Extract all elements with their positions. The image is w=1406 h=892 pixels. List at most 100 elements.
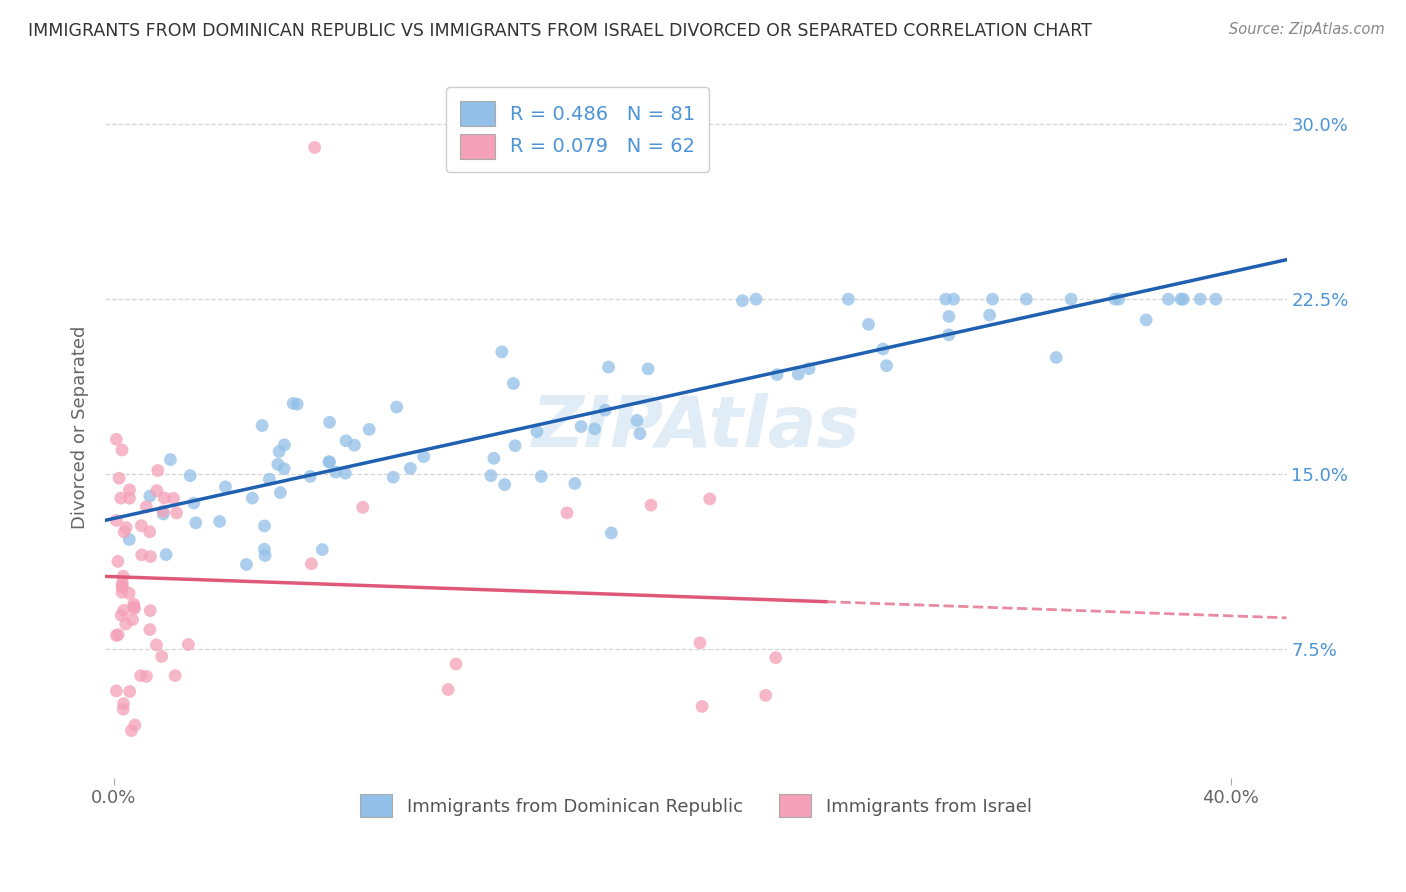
Point xyxy=(765,650,787,665)
Point xyxy=(253,542,276,557)
Point xyxy=(755,689,778,703)
Point xyxy=(110,608,132,623)
Text: ZIPAtlas: ZIPAtlas xyxy=(531,393,860,462)
Point xyxy=(858,318,880,332)
Point xyxy=(146,463,169,477)
Point xyxy=(108,471,131,485)
Point xyxy=(502,376,524,391)
Point xyxy=(269,485,291,500)
Point xyxy=(311,542,333,557)
Point xyxy=(872,342,894,356)
Point xyxy=(139,549,162,564)
Point xyxy=(153,491,176,505)
Point xyxy=(569,419,592,434)
Point xyxy=(112,569,135,583)
Point xyxy=(981,292,1004,306)
Point xyxy=(273,438,295,452)
Point xyxy=(318,455,340,469)
Point xyxy=(444,657,467,671)
Point xyxy=(112,697,135,711)
Point xyxy=(184,516,207,530)
Point xyxy=(152,507,174,521)
Point xyxy=(135,500,157,514)
Point xyxy=(352,500,374,515)
Point xyxy=(110,491,132,505)
Point xyxy=(335,467,357,481)
Point xyxy=(1173,292,1195,306)
Point xyxy=(1015,292,1038,306)
Point xyxy=(1189,292,1212,306)
Point xyxy=(1108,292,1130,306)
Point xyxy=(107,554,129,568)
Point xyxy=(120,723,142,738)
Point xyxy=(503,439,526,453)
Point xyxy=(343,438,366,452)
Point xyxy=(121,613,143,627)
Point xyxy=(107,628,129,642)
Point xyxy=(1104,292,1126,306)
Point xyxy=(105,513,128,527)
Point xyxy=(325,465,347,479)
Point xyxy=(131,518,153,533)
Point xyxy=(240,491,263,505)
Point xyxy=(699,491,721,506)
Point xyxy=(118,491,141,506)
Point xyxy=(304,140,326,154)
Point xyxy=(105,684,128,698)
Point xyxy=(250,418,273,433)
Point xyxy=(787,367,810,381)
Point xyxy=(479,468,502,483)
Point xyxy=(494,477,516,491)
Point xyxy=(253,519,276,533)
Point xyxy=(112,603,135,617)
Point xyxy=(122,597,145,611)
Point xyxy=(111,575,134,590)
Point xyxy=(165,668,187,682)
Point xyxy=(179,468,201,483)
Point xyxy=(1045,351,1067,365)
Point xyxy=(159,452,181,467)
Point xyxy=(177,638,200,652)
Point xyxy=(1170,292,1192,306)
Point xyxy=(938,310,960,324)
Point xyxy=(555,506,578,520)
Point xyxy=(526,425,548,439)
Point xyxy=(942,292,965,306)
Point xyxy=(235,558,257,572)
Point xyxy=(155,548,177,562)
Text: IMMIGRANTS FROM DOMINICAN REPUBLIC VS IMMIGRANTS FROM ISRAEL DIVORCED OR SEPARAT: IMMIGRANTS FROM DOMINICAN REPUBLIC VS IM… xyxy=(28,22,1092,40)
Point xyxy=(214,480,236,494)
Point xyxy=(399,461,422,475)
Point xyxy=(299,557,322,571)
Legend: Immigrants from Dominican Republic, Immigrants from Israel: Immigrants from Dominican Republic, Immi… xyxy=(353,787,1039,824)
Point xyxy=(269,444,291,458)
Point xyxy=(111,580,134,594)
Point xyxy=(112,524,135,539)
Point xyxy=(626,413,648,427)
Point xyxy=(318,455,340,469)
Point xyxy=(335,434,357,448)
Point xyxy=(731,293,754,308)
Point xyxy=(412,450,434,464)
Point xyxy=(1060,292,1083,306)
Point xyxy=(254,549,277,563)
Point xyxy=(1205,292,1227,306)
Point xyxy=(139,489,162,503)
Point xyxy=(640,498,662,512)
Point xyxy=(593,403,616,417)
Point xyxy=(111,442,134,457)
Point xyxy=(124,718,146,732)
Point xyxy=(837,292,859,306)
Point xyxy=(124,601,146,615)
Point xyxy=(1157,292,1180,306)
Point xyxy=(979,308,1001,322)
Point xyxy=(318,415,340,429)
Point xyxy=(628,426,651,441)
Point xyxy=(437,682,460,697)
Point xyxy=(122,599,145,614)
Point xyxy=(152,504,174,518)
Point xyxy=(267,458,290,472)
Y-axis label: Divorced or Separated: Divorced or Separated xyxy=(72,326,89,529)
Point xyxy=(118,533,141,547)
Point xyxy=(598,360,620,375)
